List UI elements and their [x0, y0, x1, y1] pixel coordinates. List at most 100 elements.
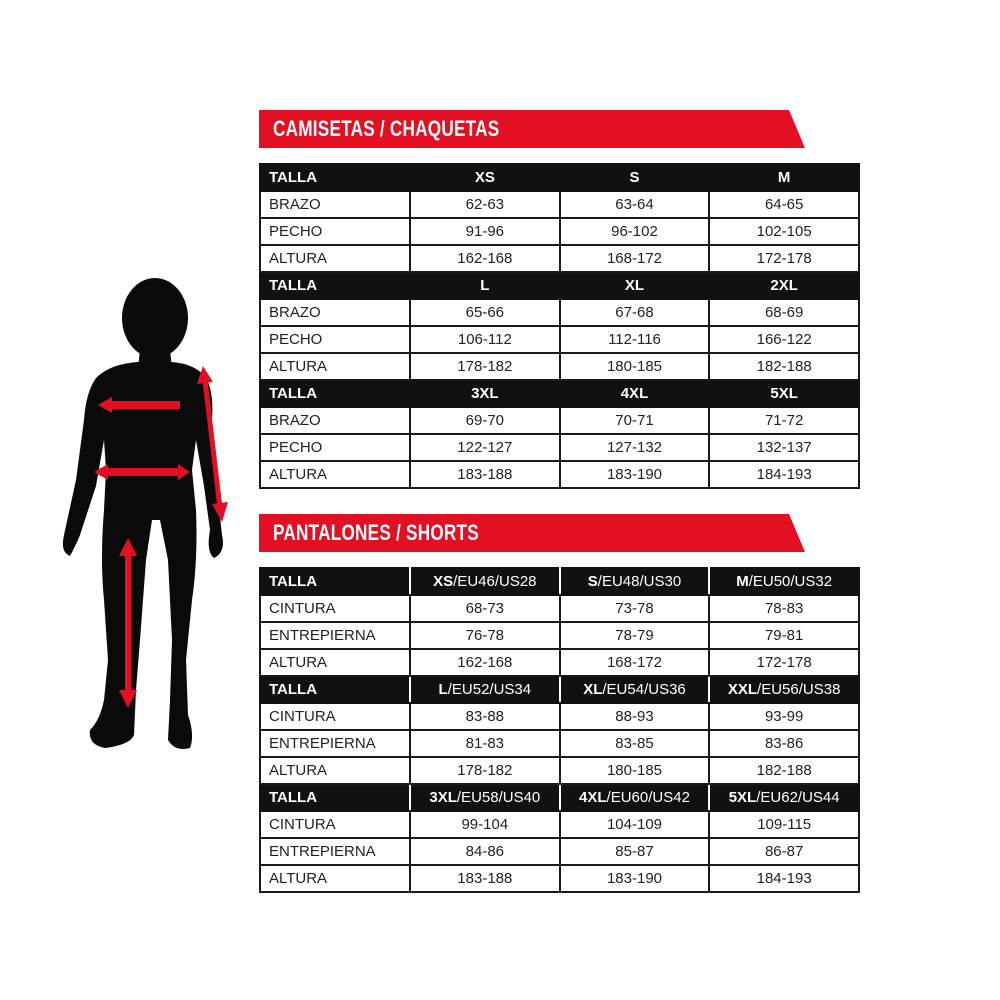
human-silhouette-measurement-icon	[62, 278, 228, 749]
measurement-value: 63-64	[558, 190, 711, 219]
table-row: PECHO 91-96 96-102 102-105	[259, 217, 860, 246]
size-equivalence: /EU50/US32	[748, 573, 833, 590]
size-equivalence: /EU48/US30	[597, 573, 682, 590]
table-row: BRAZO 65-66 67-68 68-69	[259, 298, 860, 327]
size-header-cell: XL/EU54/US36	[558, 675, 711, 704]
size-equivalence: /EU58/US40	[456, 789, 541, 806]
table-row: ALTURA 178-182 180-185 182-188	[259, 352, 860, 381]
measurement-value: 71-72	[708, 406, 860, 435]
size-header-cell: L	[409, 271, 561, 300]
measurement-value: 86-87	[708, 837, 860, 866]
measurement-label: BRAZO	[259, 406, 411, 435]
measurement-value: 69-70	[409, 406, 561, 435]
measurement-value: 180-185	[558, 352, 711, 381]
size-code: XL	[583, 681, 603, 698]
size-header-label: TALLA	[259, 271, 411, 300]
pants-size-table: TALLA XS/EU46/US28 S/EU48/US30 M/EU50/US32 C…	[259, 567, 860, 893]
size-header-cell: 3XL/EU58/US40	[409, 783, 561, 812]
size-code: 5XL	[728, 789, 757, 806]
size-header-cell: 5XL	[708, 379, 860, 408]
measurement-value: 168-172	[558, 244, 711, 273]
size-header-row: TALLA XS S M	[259, 163, 860, 192]
measurement-label: ENTREPIERNA	[259, 621, 411, 650]
measurement-value: 172-178	[708, 244, 860, 273]
measurement-value: 78-79	[558, 621, 711, 650]
measurement-label: PECHO	[259, 433, 411, 462]
table-row: BRAZO 69-70 70-71 71-72	[259, 406, 860, 435]
measurement-label: ALTURA	[259, 460, 411, 489]
size-header-cell: XXL/EU56/US38	[708, 675, 860, 704]
measurement-label: PECHO	[259, 325, 411, 354]
size-header-label: TALLA	[259, 675, 411, 704]
size-code: 3XL	[429, 789, 457, 806]
measurement-value: 73-78	[558, 594, 711, 623]
size-equivalence: /EU56/US38	[757, 681, 841, 698]
measurement-label: CINTURA	[259, 594, 411, 623]
measurement-value: 183-188	[409, 864, 561, 893]
size-equivalence: /EU54/US36	[602, 681, 686, 698]
size-header-cell: 4XL/EU60/US42	[558, 783, 711, 812]
shirts-section-banner: CAMISETAS / CHAQUETAS	[259, 110, 805, 148]
measurement-value: 81-83	[409, 729, 561, 758]
measurement-label: ALTURA	[259, 756, 411, 785]
table-row: CINTURA 68-73 73-78 78-83	[259, 594, 860, 623]
measurement-value: 78-83	[708, 594, 860, 623]
size-header-cell: 4XL	[558, 379, 711, 408]
size-header-cell: S/EU48/US30	[558, 567, 711, 596]
size-equivalence: /EU60/US42	[606, 789, 690, 806]
table-row: CINTURA 83-88 88-93 93-99	[259, 702, 860, 731]
table-row: BRAZO 62-63 63-64 64-65	[259, 190, 860, 219]
measurement-value: 68-73	[409, 594, 561, 623]
measurement-value: 104-109	[558, 810, 711, 839]
pants-section-banner: PANTALONES / SHORTS	[259, 514, 805, 552]
measurement-value: 172-178	[708, 648, 860, 677]
measurement-value: 182-188	[708, 352, 860, 381]
measurement-value: 96-102	[558, 217, 711, 246]
measurement-label: ENTREPIERNA	[259, 729, 411, 758]
measurement-value: 88-93	[558, 702, 711, 731]
measurement-value: 184-193	[708, 864, 860, 893]
measurement-value: 127-132	[558, 433, 711, 462]
shirts-size-table: TALLA XS S M BRAZO 62-63 63-64 64-65 PECHO 91-96 9…	[259, 163, 860, 489]
size-header-cell: XS/EU46/US28	[409, 567, 561, 596]
measurement-value: 84-86	[409, 837, 561, 866]
measurement-value: 83-88	[409, 702, 561, 731]
size-header-cell: 2XL	[708, 271, 860, 300]
size-header-label: TALLA	[259, 163, 411, 192]
measurement-value: 93-99	[708, 702, 860, 731]
measurement-value: 85-87	[558, 837, 711, 866]
size-header-row: TALLA 3XL/EU58/US40 4XL/EU60/US42 5XL/EU62/…	[259, 783, 860, 812]
measurement-value: 183-190	[558, 864, 711, 893]
table-row: ENTREPIERNA 81-83 83-85 83-86	[259, 729, 860, 758]
size-header-cell: S	[558, 163, 711, 192]
size-header-cell: 3XL	[409, 379, 561, 408]
size-header-cell: M/EU50/US32	[708, 567, 860, 596]
size-code: S	[587, 573, 598, 590]
size-header-cell: M	[708, 163, 860, 192]
table-row: ENTREPIERNA 84-86 85-87 86-87	[259, 837, 860, 866]
size-header-row: TALLA L XL 2XL	[259, 271, 860, 300]
measurement-value: 178-182	[409, 352, 561, 381]
measurement-value: 106-112	[409, 325, 561, 354]
measurement-value: 183-190	[558, 460, 711, 489]
measurement-value: 65-66	[409, 298, 561, 327]
measurement-value: 83-85	[558, 729, 711, 758]
size-code: XS	[433, 573, 454, 590]
size-header-cell: 5XL/EU62/US44	[708, 783, 860, 812]
size-header-row: TALLA 3XL 4XL 5XL	[259, 379, 860, 408]
size-header-cell: XS	[409, 163, 561, 192]
table-row: PECHO 122-127 127-132 132-137	[259, 433, 860, 462]
measurement-value: 79-81	[708, 621, 860, 650]
measurement-label: ALTURA	[259, 244, 411, 273]
measurement-value: 64-65	[708, 190, 860, 219]
measurement-value: 122-127	[409, 433, 561, 462]
measurement-value: 67-68	[558, 298, 711, 327]
measurement-value: 182-188	[708, 756, 860, 785]
table-row: ALTURA 162-168 168-172 172-178	[259, 244, 860, 273]
measurement-value: 112-116	[558, 325, 711, 354]
size-header-cell: XL	[558, 271, 711, 300]
size-header-row: TALLA L/EU52/US34 XL/EU54/US36 XXL/EU56/US3…	[259, 675, 860, 704]
measurement-value: 168-172	[558, 648, 711, 677]
measurement-label: CINTURA	[259, 702, 411, 731]
measurement-value: 183-188	[409, 460, 561, 489]
